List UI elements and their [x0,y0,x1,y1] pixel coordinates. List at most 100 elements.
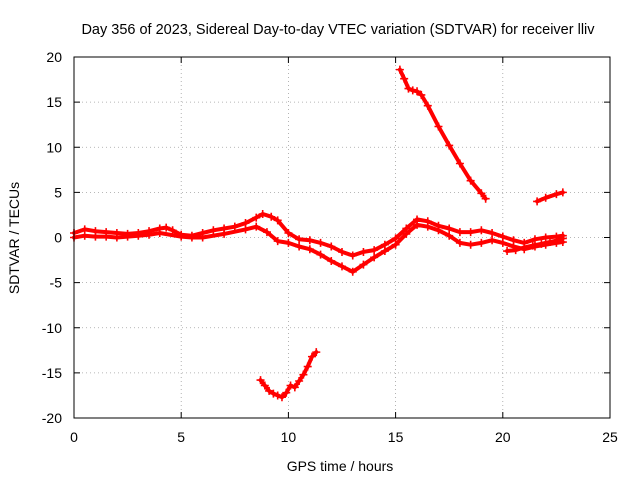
data-point [316,238,325,247]
x-tick-label: 25 [602,429,618,445]
x-tick-label: 15 [388,429,404,445]
y-tick-label: -15 [42,365,62,381]
data-point [541,233,550,242]
data-point [455,228,464,237]
x-tick-label: 10 [281,429,297,445]
data-point [445,231,454,240]
data-point [466,228,475,237]
data-point [286,381,295,390]
data-point [520,243,529,252]
data-point [307,352,316,361]
data-point [295,235,304,244]
data-point [252,213,261,222]
data-point [112,233,121,242]
y-tick-label: 10 [46,139,62,155]
data-point [528,241,537,250]
data-point [123,232,132,241]
data-point [305,245,314,254]
y-tick-label: 5 [54,184,62,200]
data-point [503,247,512,256]
data-point [295,376,304,385]
data-point [488,228,497,237]
data-point [187,233,196,242]
data-point [477,238,486,247]
data-point [102,232,111,241]
data-point [380,247,389,256]
data-point [162,223,171,232]
data-point [404,84,413,93]
data-point [558,188,567,197]
data-point [209,226,218,235]
series-band [535,190,565,204]
data-point [359,260,368,269]
data-point [402,229,411,238]
data-point [327,256,336,265]
x-axis-label: GPS time / hours [287,458,394,474]
y-tick-label: -10 [42,320,62,336]
y-tick-label: 20 [46,49,62,65]
data-point [273,216,282,225]
data-point [554,236,563,245]
data-point [282,388,291,397]
data-point [312,348,321,357]
data-point [316,250,325,259]
y-tick-label: -20 [42,410,62,426]
x-tick-label: 20 [495,429,511,445]
data-point [155,228,164,237]
data-point [530,235,539,244]
data-point [305,236,314,245]
data-point [91,232,100,241]
data-point [533,197,542,206]
data-point [477,226,486,235]
data-point [327,242,336,251]
data-point [391,240,400,249]
x-tick-label: 5 [177,429,185,445]
data-point [477,189,486,198]
chart-title: Day 356 of 2023, Sidereal Day-to-day VTE… [81,22,595,38]
data-point [177,232,186,241]
data-point [417,90,426,99]
data-point [241,225,250,234]
data-series [70,65,567,402]
series-main-trace-lower [70,220,567,276]
series-lower-arc [256,348,321,402]
data-point [370,253,379,262]
y-axis-label: SDTVAR / TECUs [6,182,22,294]
data-point [359,247,368,256]
data-point [299,370,308,379]
data-point [423,222,432,231]
y-tick-label: 0 [54,230,62,246]
data-point [423,101,432,110]
x-tick-label: 0 [70,429,78,445]
data-point [370,246,379,255]
data-point [552,190,561,199]
data-point [413,220,422,229]
data-point [230,222,239,231]
data-point [265,386,274,395]
data-point [273,391,282,400]
data-point [277,393,286,402]
data-point [348,267,357,276]
data-point [267,212,276,221]
data-point [413,87,422,96]
y-tick-label: 15 [46,94,62,110]
data-point [284,228,293,237]
data-point [434,226,443,235]
data-point [434,122,443,131]
data-point [455,159,464,168]
data-point [252,222,261,231]
data-point [445,224,454,233]
data-point [258,210,267,219]
series-late-rising-trace [533,188,567,206]
data-point [511,246,520,255]
data-point [269,389,278,398]
data-point [295,242,304,251]
data-point [408,86,417,95]
data-point [134,231,143,240]
grid [74,57,610,418]
data-point [488,236,497,245]
data-point [262,228,271,237]
data-point [466,240,475,249]
series-late-low-trace [503,234,567,256]
data-point [338,262,346,271]
